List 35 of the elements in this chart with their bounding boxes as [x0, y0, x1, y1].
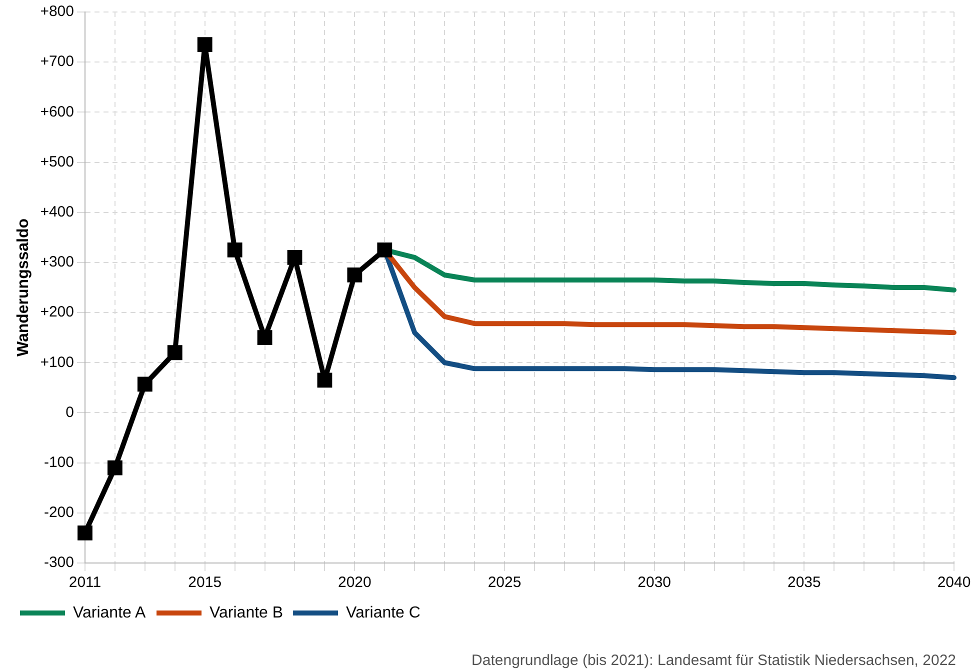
y-axis-title: Wanderungssaldo [15, 218, 32, 357]
text: Datengrundlage (bis 2021): Landesamt für Statistik Niedersachsen, 2022 [472, 652, 956, 669]
point [227, 242, 242, 258]
point [317, 372, 332, 388]
point [347, 268, 362, 282]
point [197, 37, 212, 52]
y-tick-label: -200 [44, 504, 74, 522]
point [137, 376, 152, 392]
point [78, 525, 92, 540]
x-tick-label: 2011 [68, 574, 102, 592]
x-tick-label: 2015 [188, 574, 222, 592]
legend-label: Variante B [210, 604, 284, 622]
x-tick-label: 2040 [937, 574, 971, 592]
y-tick-label: +800 [40, 3, 74, 20]
point [167, 345, 182, 360]
legend-label: Variante A [73, 604, 146, 622]
legend-label: Variante C [346, 604, 420, 622]
x-tick-label: 2035 [787, 574, 821, 592]
point [257, 330, 272, 346]
point [108, 460, 122, 476]
y-tick-label: -100 [44, 454, 74, 471]
x-tick-label: 2025 [488, 574, 522, 592]
y-tick-label: +400 [40, 204, 74, 221]
y-tick-label: +300 [40, 254, 74, 271]
x-tick-label: 2020 [338, 574, 372, 592]
point [287, 250, 302, 265]
y-tick-label: +200 [40, 304, 74, 321]
y-tick-label: +700 [40, 53, 74, 70]
y-tick-label: +100 [40, 354, 74, 371]
y-tick-label: -300 [44, 554, 74, 572]
y-tick-label: +600 [40, 103, 74, 120]
y-tick-label: +500 [40, 153, 74, 170]
y-tick-label: 0 [66, 404, 74, 421]
x-tick-label: 2030 [638, 574, 672, 592]
point [377, 242, 392, 258]
